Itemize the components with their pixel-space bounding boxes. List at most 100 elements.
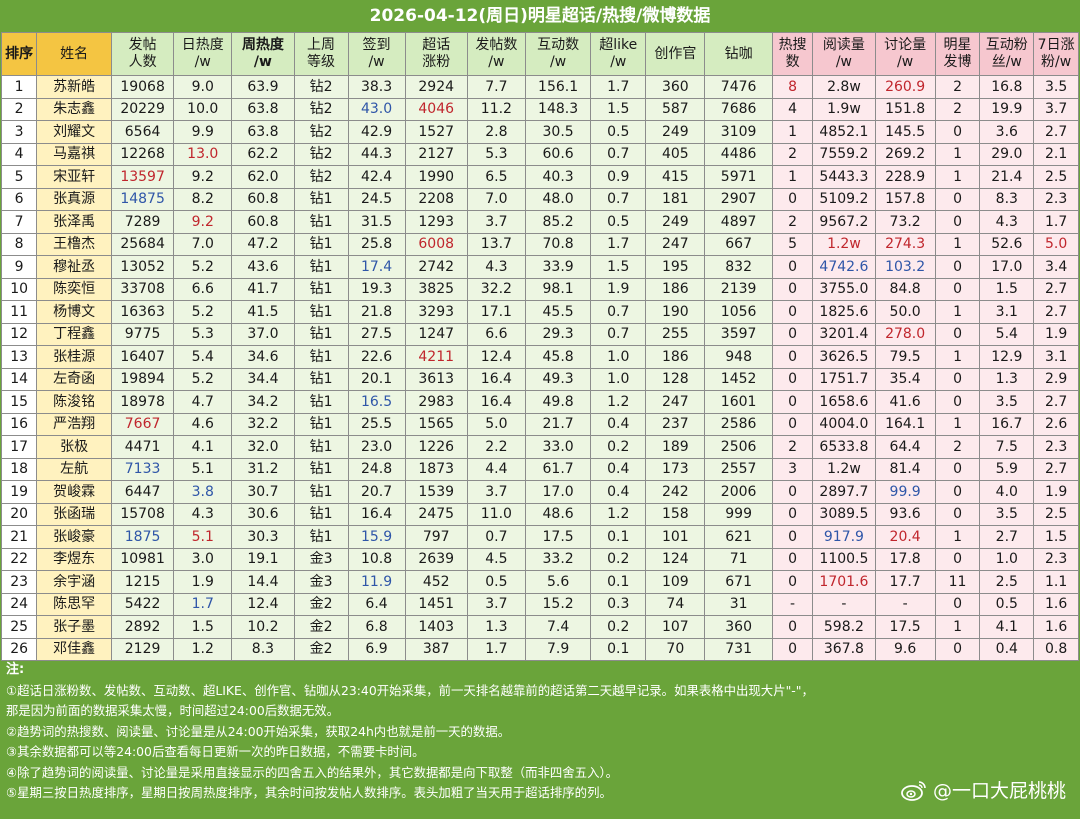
cell-posts: 11.2 [466, 97, 526, 121]
cell-name: 王橹杰 [36, 232, 112, 256]
cell-diamond-coffee: 832 [704, 255, 773, 279]
cell-interactive-fans: 3.6 [979, 120, 1035, 144]
cell-reads: 1825.6 [812, 300, 876, 324]
cell-diamond-coffee: 621 [704, 525, 773, 549]
cell-posts: 2.2 [466, 435, 526, 459]
table-row: 15 陈浚铭 18978 4.7 34.2 钻1 16.5 2983 16.4 49.8 1.2 24… [0, 390, 1079, 414]
cell-diamond-coffee: 2006 [704, 480, 773, 504]
cell-super-like: 1.9 [590, 277, 647, 301]
cell-creators: 247 [645, 232, 706, 256]
cell-interactive-fans: 4.1 [979, 615, 1035, 639]
cell-super-like: 0.2 [590, 435, 647, 459]
column-header-text: 数 [785, 54, 800, 70]
cell-checkin: 6.8 [347, 615, 406, 639]
cell-seven-day-fans: 2.7 [1033, 457, 1079, 481]
cell-star-weibo: 1 [934, 300, 981, 324]
cell-discussions: 228.9 [874, 165, 936, 189]
column-header-hot-search: 热搜数 [771, 32, 814, 76]
cell-last-week-level: 钻1 [293, 457, 349, 481]
cell-checkin: 44.3 [347, 142, 406, 166]
cell-posters: 6564 [110, 120, 175, 144]
cell-topic-fans-gain: 2983 [404, 390, 468, 414]
cell-discussions: 99.9 [874, 480, 936, 504]
cell-checkin: 23.0 [347, 435, 406, 459]
table-row: 11 杨博文 16363 5.2 41.5 钻1 21.8 3293 17.1 45.5 0.7 19… [0, 300, 1079, 324]
cell-last-week-level: 金2 [293, 615, 349, 639]
cell-checkin: 16.4 [347, 502, 406, 526]
cell-diamond-coffee: 31 [704, 592, 773, 616]
cell-interactions: 60.6 [524, 142, 592, 166]
cell-seven-day-fans: 1.5 [1033, 525, 1079, 549]
cell-interactive-fans: 8.3 [979, 187, 1035, 211]
cell-creators: 186 [645, 277, 706, 301]
cell-rank: 4 [0, 142, 38, 166]
cell-posts: 7.0 [466, 187, 526, 211]
cell-posts: 3.7 [466, 480, 526, 504]
cell-super-like: 0.4 [590, 412, 647, 436]
cell-creators: 190 [645, 300, 706, 324]
cell-super-like: 0.4 [590, 457, 647, 481]
cell-topic-fans-gain: 1565 [404, 412, 468, 436]
cell-daily-heat: 4.7 [173, 390, 233, 414]
column-header-topic-fans-gain: 超话 涨粉 [404, 32, 468, 76]
cell-last-week-level: 金3 [293, 547, 349, 571]
cell-daily-heat: 4.1 [173, 435, 233, 459]
cell-rank: 24 [0, 592, 38, 616]
cell-creators: 249 [645, 210, 706, 234]
cell-last-week-level: 钻2 [293, 75, 349, 99]
cell-posters: 2129 [110, 637, 175, 661]
cell-daily-heat: 5.2 [173, 300, 233, 324]
column-header-name: 姓名 [36, 32, 112, 76]
column-header-text: /w [550, 54, 567, 70]
cell-daily-heat: 7.0 [173, 232, 233, 256]
notes-section: 注: ①超话日涨粉数、发帖数、互动数、超LIKE、创作官、钻咖从23:40开始采… [6, 660, 1076, 804]
cell-last-week-level: 钻1 [293, 277, 349, 301]
cell-star-weibo: 1 [934, 615, 981, 639]
cell-hot-search: 0 [771, 570, 814, 594]
cell-posters: 14875 [110, 187, 175, 211]
cell-star-weibo: 0 [934, 322, 981, 346]
column-header-daily-heat: 日热度/w [173, 32, 233, 76]
cell-interactions: 15.2 [524, 592, 592, 616]
cell-weekly-heat: 34.2 [231, 390, 295, 414]
cell-hot-search: 0 [771, 502, 814, 526]
cell-rank: 26 [0, 637, 38, 661]
cell-posts: 11.0 [466, 502, 526, 526]
cell-diamond-coffee: 999 [704, 502, 773, 526]
cell-rank: 16 [0, 412, 38, 436]
cell-interactions: 98.1 [524, 277, 592, 301]
cell-rank: 3 [0, 120, 38, 144]
cell-posters: 9775 [110, 322, 175, 346]
cell-weekly-heat: 62.2 [231, 142, 295, 166]
cell-interactive-fans: 5.4 [979, 322, 1035, 346]
cell-interactive-fans: 3.5 [979, 502, 1035, 526]
cell-checkin: 21.8 [347, 300, 406, 324]
cell-topic-fans-gain: 2639 [404, 547, 468, 571]
cell-daily-heat: 5.4 [173, 345, 233, 369]
cell-star-weibo: 0 [934, 277, 981, 301]
column-header-text: 创作官 [654, 45, 697, 62]
cell-super-like: 1.7 [590, 232, 647, 256]
column-header-text: 日热度 [181, 37, 224, 53]
cell-reads: - [812, 592, 876, 616]
notes-heading: 注: [6, 662, 25, 677]
column-header-text: 上周 [307, 37, 336, 53]
cell-interactions: 33.9 [524, 255, 592, 279]
cell-posts: 5.0 [466, 412, 526, 436]
cell-hot-search: 0 [771, 300, 814, 324]
cell-super-like: 0.5 [590, 120, 647, 144]
cell-reads: 2897.7 [812, 480, 876, 504]
cell-seven-day-fans: 2.6 [1033, 412, 1079, 436]
cell-seven-day-fans: 1.6 [1033, 615, 1079, 639]
cell-daily-heat: 8.2 [173, 187, 233, 211]
cell-interactions: 45.5 [524, 300, 592, 324]
cell-rank: 1 [0, 75, 38, 99]
table-row: 10 陈奕恒 33708 6.6 41.7 钻1 19.3 3825 32.2 98.1 1.9 18… [0, 277, 1079, 301]
cell-weekly-heat: 43.6 [231, 255, 295, 279]
cell-super-like: 0.1 [590, 637, 647, 661]
cell-last-week-level: 钻1 [293, 300, 349, 324]
cell-super-like: 0.3 [590, 592, 647, 616]
cell-name: 左航 [36, 457, 112, 481]
column-header-text: 丝/w [991, 54, 1022, 70]
cell-discussions: 164.1 [874, 412, 936, 436]
